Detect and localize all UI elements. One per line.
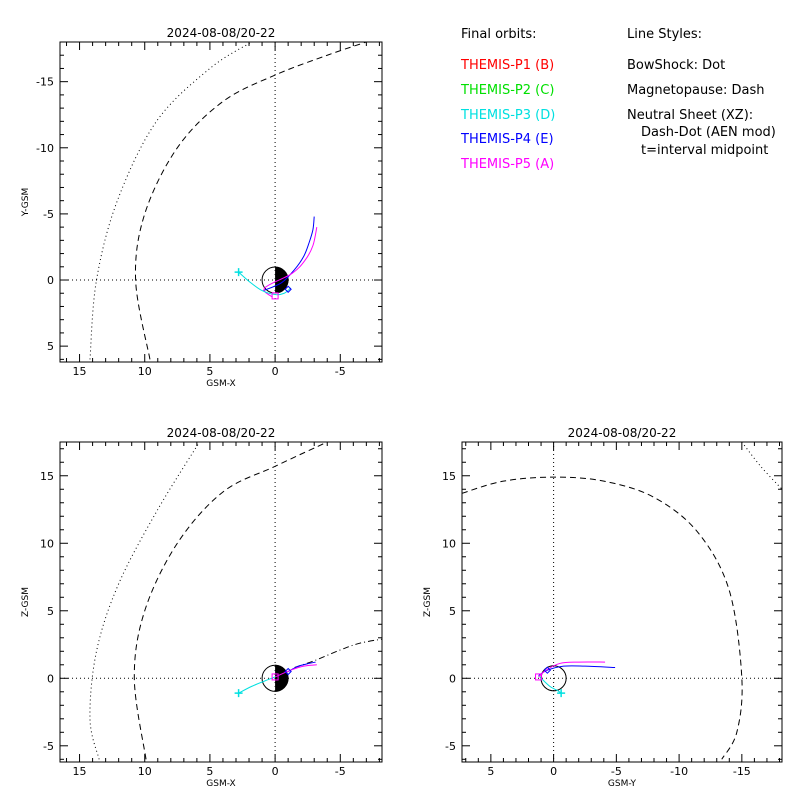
orbit-themis-p3-d [539, 676, 562, 694]
plot-panel-2: 2024-08-08/20-22 GSM-X Z-GSM 15 10 5 0 -5 -5 0 5 10… [21, 426, 383, 789]
y-axis-label: Z-GSM [423, 587, 433, 617]
orbit-themis-p3-d [238, 271, 292, 296]
x-tick-label: 15 [73, 765, 87, 778]
x-tick-label: 5 [206, 365, 213, 378]
legend-styles-header: Line Styles: [627, 27, 703, 42]
x-axis-label: GSM-X [206, 379, 235, 389]
magnetopause-curve [134, 42, 367, 360]
x-tick-label: 0 [272, 765, 279, 778]
legend-probe-p2: THEMIS-P2 (C) [461, 83, 555, 98]
x-tick-label: -15 [733, 765, 751, 778]
x-tick-label: 0 [272, 365, 279, 378]
earth-icon [261, 664, 289, 692]
y-tick-label: 0 [47, 274, 54, 287]
start-plus-marker [234, 689, 243, 698]
legend-probe-p5: THEMIS-P5 (A) [461, 157, 555, 172]
x-tick-label: -5 [335, 765, 346, 778]
y-tick-label: 10 [442, 537, 456, 550]
y-tick-label: -15 [36, 76, 54, 89]
x-tick-label: -5 [335, 365, 346, 378]
y-axis-label: Y-GSM [21, 188, 31, 217]
magnetopause-curve [133, 442, 328, 760]
y-tick-label: -5 [43, 740, 54, 753]
y-tick-label: 0 [449, 672, 456, 685]
y-tick-label: 5 [47, 340, 54, 353]
y-tick-label: 15 [442, 470, 456, 483]
plot-area [60, 42, 382, 362]
y-tick-label: 15 [40, 470, 54, 483]
plot-title: 2024-08-08/20-22 [568, 426, 677, 440]
x-tick-label: 15 [73, 365, 87, 378]
x-tick-label: 10 [138, 365, 152, 378]
plot-frame [461, 441, 783, 763]
orbit-themis-p4-e [263, 216, 315, 292]
plot-title: 2024-08-08/20-22 [167, 426, 276, 440]
x-axis-label: GSM-Y [608, 779, 637, 789]
start-plus-marker [557, 689, 566, 698]
x-tick-label: -10 [670, 765, 688, 778]
x-tick-label: 5 [206, 765, 213, 778]
legend-probe-p3: THEMIS-P3 (D) [461, 108, 556, 123]
orbit-themis-p5-a [538, 661, 606, 678]
plot-panel-3: 2024-08-08/20-22 GSM-Y Z-GSM 5 0 -5 -10 -15 -5 0 5… [423, 426, 783, 789]
legend-probe-p4: THEMIS-P4 (E) [461, 132, 554, 147]
x-tick-label: 0 [550, 765, 557, 778]
square-marker [535, 673, 543, 681]
x-tick-label: 5 [487, 765, 494, 778]
y-tick-label: -10 [36, 142, 54, 155]
bowshock-curve [89, 442, 200, 760]
plot-area [60, 442, 382, 762]
y-tick-label: -5 [43, 208, 54, 221]
plot-title: 2024-08-08/20-22 [167, 26, 276, 40]
orbit-themis-p5-a [263, 227, 318, 298]
y-axis-label: Z-GSM [21, 587, 31, 617]
x-axis-label: GSM-X [206, 779, 235, 789]
y-tick-label: -5 [445, 740, 456, 753]
y-tick-label: 0 [47, 672, 54, 685]
legend-style-dashdot: Dash-Dot (AEN mod) [641, 125, 776, 140]
legend-style-bowshock: BowShock: Dot [627, 58, 726, 73]
bowshock-curve [89, 42, 252, 360]
earth-night-side [275, 664, 289, 692]
start-plus-marker [234, 268, 243, 277]
plot-frame [59, 441, 383, 763]
x-tick-label: -5 [611, 765, 622, 778]
diamond-marker [284, 285, 292, 293]
magnetopause-curve [462, 476, 743, 760]
plot-panel-1: 2024-08-08/20-22 GSM-X Y-GSM 15 10 5 0 -5 -15 -10… [21, 26, 383, 389]
orbit-themis-p5-a [274, 664, 317, 678]
plot-frame [59, 41, 383, 363]
square-marker [271, 673, 279, 681]
legend-style-magnetopause: Magnetopause: Dash [627, 83, 765, 98]
legend-style-midpoint: t=interval midpoint [641, 143, 769, 158]
legend-probe-p1: THEMIS-P1 (B) [461, 58, 555, 73]
diamond-marker [284, 667, 292, 676]
legend-style-neutral-sheet: Neutral Sheet (XZ): [627, 108, 754, 123]
earth-night-side [275, 266, 289, 294]
plot-area [462, 442, 782, 762]
neutral_sheet-curve [294, 638, 382, 668]
orbit-themis-p3-d [238, 676, 276, 694]
square-marker [271, 292, 279, 300]
y-tick-label: 5 [47, 605, 54, 618]
x-tick-label: 10 [138, 765, 152, 778]
y-tick-label: 5 [449, 605, 456, 618]
y-tick-label: 10 [40, 537, 54, 550]
legend-orbits-header: Final orbits: [461, 27, 537, 42]
diamond-marker [543, 666, 552, 674]
bowshock-curve [741, 442, 782, 490]
